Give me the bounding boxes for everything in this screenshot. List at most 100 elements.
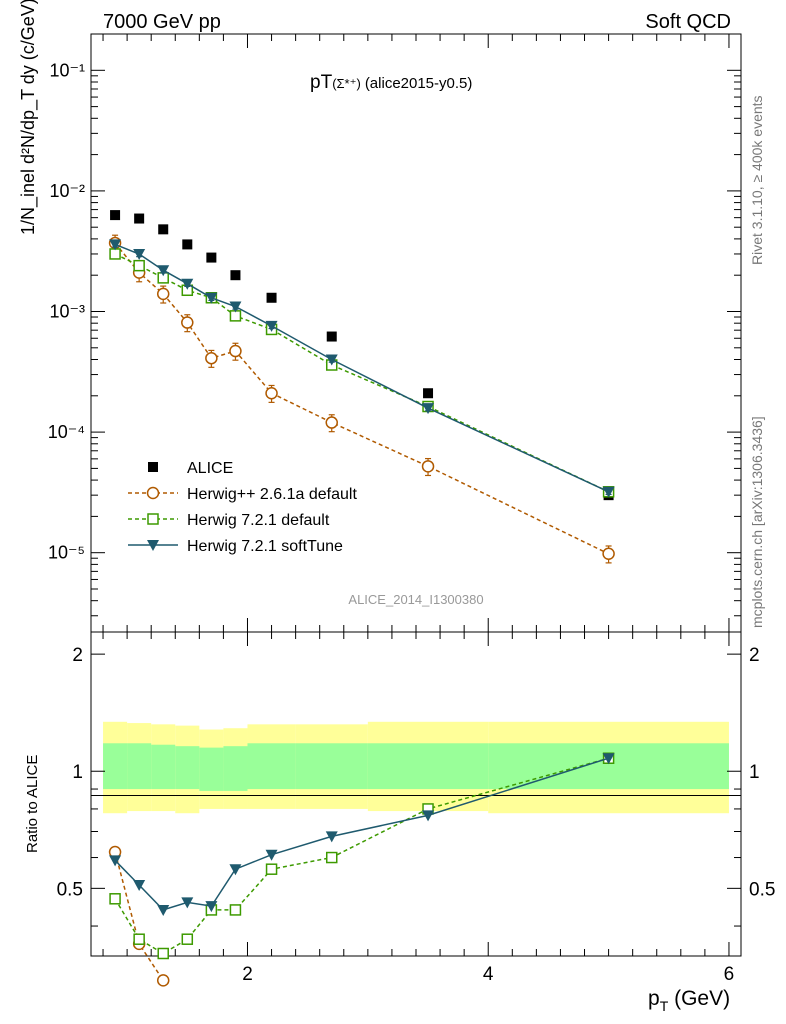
main-data-point bbox=[602, 547, 615, 561]
ratio-y-tick-label: 0.5 bbox=[57, 879, 83, 900]
main-data-point bbox=[205, 292, 218, 304]
main-data-point bbox=[157, 265, 170, 277]
main-data-point bbox=[158, 224, 169, 235]
main-data-point bbox=[156, 287, 170, 301]
ratio-series-layer bbox=[108, 752, 615, 987]
ratio-series-line bbox=[114, 757, 609, 911]
legend-label: Herwig 7.2.1 default bbox=[187, 512, 330, 529]
main-data-point bbox=[325, 416, 338, 429]
ratio-series-line bbox=[114, 851, 164, 981]
legend-marker bbox=[146, 486, 160, 500]
main-data-point bbox=[110, 210, 121, 221]
legend-marker bbox=[147, 540, 159, 551]
main-series-line bbox=[114, 242, 609, 555]
main-data-point bbox=[109, 248, 121, 260]
plot-title-particle: (Σ*⁺) bbox=[332, 76, 361, 91]
main-axis-ticks bbox=[91, 33, 741, 632]
main-y-tick-label: 10⁻⁴ bbox=[48, 422, 85, 442]
ratio-series-0 bbox=[108, 845, 170, 987]
ratio-inner-band bbox=[175, 746, 200, 790]
ratio-data-point bbox=[265, 849, 278, 861]
mcplots-reference-label: mcplots.cern.ch [arXiv:1306.3436] bbox=[749, 416, 765, 628]
ratio-data-point bbox=[156, 974, 170, 987]
ratio-inner-band bbox=[488, 743, 729, 790]
ratio-y-tick-label: 2 bbox=[749, 645, 760, 666]
main-data-point bbox=[602, 486, 615, 498]
main-data-point bbox=[326, 331, 337, 342]
ratio-data-point bbox=[325, 831, 338, 843]
main-data-point bbox=[325, 354, 338, 366]
header-right-label: Soft QCD bbox=[645, 11, 731, 33]
main-data-point bbox=[133, 248, 146, 260]
ratio-data-point bbox=[325, 851, 338, 864]
legend: ALICE Herwig++ 2.6.1a default Herwig 7.2.1… bbox=[128, 460, 357, 555]
ratio-inner-band bbox=[151, 744, 176, 790]
ratio-data-point bbox=[265, 863, 278, 875]
main-data-point bbox=[266, 292, 277, 303]
ratio-axis-ticks bbox=[91, 632, 741, 956]
plot-title-tag: (alice2015-y0.5) bbox=[365, 75, 473, 92]
main-data-point bbox=[229, 301, 242, 313]
main-y-tick-label: 10⁻¹ bbox=[49, 60, 85, 80]
main-y-tick-label: 10⁻⁵ bbox=[48, 543, 85, 563]
ratio-inner-band bbox=[247, 743, 296, 790]
ratio-panel: 0.5 0.5 1 1 2 2 2 4 6 Ratio to ALICE pT (GeV) bbox=[24, 631, 776, 1014]
main-data-point bbox=[230, 270, 241, 281]
main-data-point bbox=[134, 213, 145, 224]
ratio-y-axis-label: Ratio to ALICE bbox=[24, 755, 41, 853]
legend-label: Herwig 7.2.1 softTune bbox=[187, 538, 343, 555]
main-data-point bbox=[265, 386, 278, 400]
main-data-point bbox=[206, 252, 217, 263]
ratio-inner-band bbox=[223, 746, 248, 791]
legend-label: ALICE bbox=[187, 460, 233, 477]
ratio-y-tick-label: 1 bbox=[749, 762, 760, 783]
ratio-inner-band bbox=[199, 747, 224, 791]
main-series-line bbox=[114, 253, 609, 493]
main-y-tick-labels: 10⁻¹ 10⁻² 10⁻³ 10⁻⁴ 10⁻⁵ bbox=[48, 60, 85, 562]
legend-marker bbox=[148, 462, 158, 472]
x-axis-label-main: p bbox=[648, 987, 660, 1010]
main-data-point bbox=[265, 320, 278, 332]
ratio-data-point bbox=[109, 855, 122, 867]
x-axis-label: pT (GeV) bbox=[648, 987, 730, 1014]
ratio-tick-labels: 0.5 0.5 1 1 2 2 2 4 6 bbox=[57, 645, 776, 985]
main-series-0 bbox=[110, 210, 614, 501]
main-y-tick-label: 10⁻³ bbox=[49, 302, 85, 322]
ratio-data-point bbox=[133, 933, 145, 945]
plot-title-main: pT bbox=[310, 72, 333, 93]
ratio-data-point bbox=[133, 879, 146, 891]
plot-title: pT(Σ*⁺) (alice2015-y0.5) bbox=[310, 72, 472, 93]
ratio-data-point bbox=[422, 810, 435, 822]
main-series-3 bbox=[109, 239, 615, 498]
ratio-inner-band bbox=[103, 743, 128, 790]
main-data-point bbox=[133, 259, 145, 272]
ratio-uncertainty-bands bbox=[103, 721, 729, 814]
legend-label: Herwig++ 2.6.1a default bbox=[187, 486, 357, 503]
main-data-point bbox=[182, 239, 193, 250]
main-data-point bbox=[181, 278, 194, 290]
main-data-point bbox=[229, 344, 242, 358]
header-left-label: 7000 GeV pp bbox=[103, 11, 221, 33]
main-data-point bbox=[421, 460, 435, 473]
ratio-y-tick-label: 1 bbox=[72, 762, 83, 783]
ratio-y-tick-label: 0.5 bbox=[749, 879, 775, 900]
ratio-inner-band bbox=[127, 743, 152, 790]
x-axis-label-unit: (GeV) bbox=[668, 987, 730, 1010]
ratio-data-point bbox=[205, 901, 218, 913]
ratio-data-point bbox=[157, 904, 170, 916]
ratio-y-tick-label: 2 bbox=[72, 645, 83, 666]
main-data-point bbox=[205, 351, 218, 365]
ratio-inner-band bbox=[295, 743, 368, 790]
ratio-data-point bbox=[181, 897, 194, 909]
ratio-data-point bbox=[229, 904, 242, 916]
ratio-data-point bbox=[109, 893, 121, 905]
x-axis-label-sub: T bbox=[660, 998, 669, 1014]
ratio-data-point bbox=[157, 947, 169, 960]
ratio-series-2 bbox=[109, 753, 615, 916]
main-y-tick-label: 10⁻² bbox=[49, 181, 85, 201]
main-data-point bbox=[422, 403, 435, 415]
ratio-data-point bbox=[602, 753, 615, 765]
analysis-id-label: ALICE_2014_I1300380 bbox=[348, 592, 483, 607]
ratio-data-point bbox=[229, 864, 242, 876]
